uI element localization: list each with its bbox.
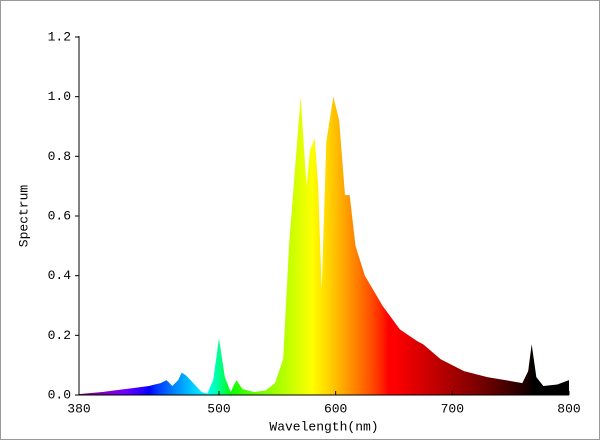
- x-tick-label: 380: [67, 401, 90, 416]
- y-tick-label: 1.2: [48, 29, 71, 44]
- x-tick-label: 600: [324, 401, 347, 416]
- y-tick-label: 0.2: [48, 328, 71, 343]
- y-tick-label: 0.8: [48, 149, 71, 164]
- x-tick-label: 500: [207, 401, 230, 416]
- x-tick-label: 800: [557, 401, 580, 416]
- y-axis-title: Spectrum: [16, 185, 31, 248]
- x-axis-title: Wavelength(nm): [269, 419, 378, 434]
- y-tick-label: 0.6: [48, 208, 71, 223]
- spectrum-area: [79, 96, 569, 396]
- y-tick-label: 1.0: [48, 89, 71, 104]
- y-tick-label: 0.4: [48, 268, 72, 283]
- x-tick-label: 700: [441, 401, 464, 416]
- y-tick-label: 0.0: [48, 387, 71, 402]
